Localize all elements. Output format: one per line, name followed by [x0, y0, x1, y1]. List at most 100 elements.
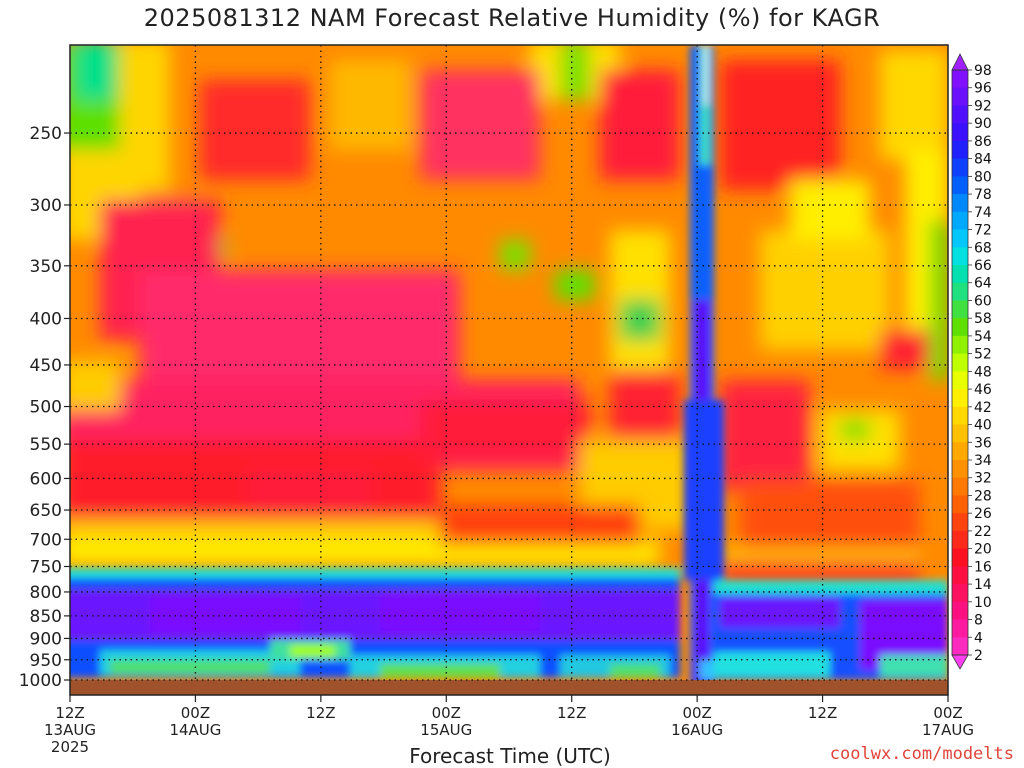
colorbar-label: 40 — [974, 418, 992, 434]
chart-title: 2025081312 NAM Forecast Relative Humidit… — [143, 4, 881, 32]
colorbar-swatch — [952, 513, 968, 532]
y-tick-label: 800 — [30, 583, 62, 603]
colorbar-swatch — [952, 211, 968, 231]
y-tick-label: 500 — [30, 398, 62, 418]
y-tick-label: 650 — [30, 501, 62, 521]
surface-bar — [70, 680, 948, 695]
colorbar-swatch — [952, 389, 968, 408]
colorbar-label: 80 — [974, 169, 992, 185]
colorbar-swatch — [952, 176, 968, 195]
x-tick-label: 12Z — [557, 704, 586, 722]
colorbar-swatch — [952, 495, 968, 514]
colorbar-label: 74 — [974, 205, 992, 221]
y-tick-label: 1000 — [19, 671, 62, 691]
colorbar-label: 8 — [974, 613, 983, 629]
colorbar-label: 64 — [974, 276, 992, 292]
colorbar-swatch — [952, 282, 968, 301]
y-tick-label: 250 — [30, 124, 62, 144]
colorbar-label: 32 — [974, 471, 992, 487]
colorbar-min-arrow — [951, 654, 969, 670]
colorbar-label: 78 — [974, 187, 992, 203]
y-tick-label: 900 — [30, 629, 62, 649]
grid-lines — [70, 45, 948, 681]
colorbar-swatch — [952, 637, 968, 656]
x-tick-label: 17AUG — [922, 721, 974, 739]
colorbar-label: 42 — [974, 400, 992, 416]
colorbar-swatch — [952, 265, 968, 284]
colorbar-swatch — [952, 406, 968, 426]
colorbar-swatch — [952, 105, 968, 124]
colorbar: 9896929086848078747268666460585452484642… — [951, 53, 992, 670]
y-tick-label: 450 — [30, 356, 62, 376]
y-tick-label: 700 — [30, 530, 62, 550]
colorbar-swatch — [952, 601, 968, 621]
humidity-field — [70, 45, 948, 680]
x-tick-label: 13AUG — [44, 721, 96, 739]
colorbar-swatch — [952, 229, 968, 248]
colorbar-label: 92 — [974, 98, 992, 114]
colorbar-label: 14 — [974, 577, 992, 593]
colorbar-swatch — [952, 194, 968, 213]
colorbar-label: 66 — [974, 258, 992, 274]
colorbar-swatch — [952, 300, 968, 319]
x-tick-label: 00Z — [432, 704, 461, 722]
colorbar-label: 28 — [974, 488, 992, 504]
x-tick-label: 12Z — [55, 704, 84, 722]
y-tick-label: 750 — [30, 557, 62, 577]
x-tick-label: 16AUG — [671, 721, 723, 739]
colorbar-swatch — [952, 70, 968, 89]
colorbar-label: 72 — [974, 223, 992, 239]
y-tick-label: 550 — [30, 435, 62, 455]
y-tick-label: 850 — [30, 607, 62, 627]
colorbar-swatch — [952, 548, 968, 567]
colorbar-label: 46 — [974, 382, 992, 398]
colorbar-swatch — [952, 530, 968, 550]
colorbar-label: 10 — [974, 595, 992, 611]
colorbar-label: 52 — [974, 347, 992, 363]
y-tick-label: 600 — [30, 469, 62, 489]
colorbar-label: 54 — [974, 329, 992, 345]
colorbar-label: 60 — [974, 293, 992, 309]
colorbar-max-arrow — [951, 53, 969, 71]
colorbar-label: 2 — [974, 648, 983, 664]
colorbar-swatch — [952, 318, 968, 337]
x-tick-label: 00Z — [933, 704, 962, 722]
x-axis-label: Forecast Time (UTC) — [409, 744, 611, 768]
colorbar-label: 48 — [974, 364, 992, 380]
colorbar-swatch — [952, 371, 968, 390]
colorbar-swatch — [952, 460, 968, 479]
x-tick-label: 00Z — [682, 704, 711, 722]
colorbar-label: 90 — [974, 116, 992, 132]
colorbar-label: 96 — [974, 81, 992, 97]
colorbar-label: 86 — [974, 134, 992, 150]
colorbar-swatch — [952, 247, 968, 266]
colorbar-label: 58 — [974, 311, 992, 327]
y-tick-label: 950 — [30, 651, 62, 671]
x-tick-label: 15AUG — [420, 721, 472, 739]
colorbar-swatch — [952, 140, 968, 160]
y-tick-label: 400 — [30, 309, 62, 329]
colorbar-swatch — [952, 158, 968, 177]
x-tick-label: 2025 — [51, 738, 89, 756]
colorbar-label: 34 — [974, 453, 992, 469]
colorbar-label: 20 — [974, 542, 992, 558]
colorbar-swatch — [952, 442, 968, 461]
x-tick-label: 14AUG — [169, 721, 221, 739]
colorbar-swatch — [952, 566, 968, 585]
colorbar-label: 68 — [974, 240, 992, 256]
colorbar-swatch — [952, 87, 968, 106]
x-tick-label: 00Z — [181, 704, 210, 722]
colorbar-label: 26 — [974, 506, 992, 522]
colorbar-swatch — [952, 353, 968, 372]
colorbar-label: 36 — [974, 435, 992, 451]
colorbar-label: 84 — [974, 152, 992, 168]
colorbar-label: 4 — [974, 630, 983, 646]
colorbar-frame — [951, 69, 969, 656]
colorbar-swatch — [952, 123, 968, 142]
colorbar-swatch — [952, 335, 968, 355]
credit-text[interactable]: coolwx.com/modelts — [829, 744, 1014, 764]
plot-frame — [69, 44, 949, 696]
colorbar-label: 98 — [974, 63, 992, 79]
